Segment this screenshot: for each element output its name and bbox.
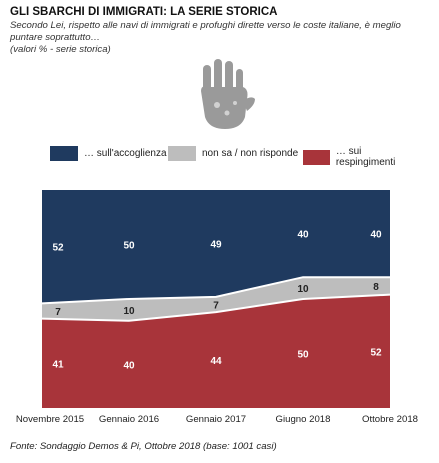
data-label: 49 bbox=[210, 239, 222, 250]
legend-swatch bbox=[50, 146, 78, 161]
data-label: 7 bbox=[55, 307, 61, 318]
data-label: 8 bbox=[373, 282, 379, 293]
chart-title: GLI SBARCHI DI IMMIGRATI: LA SERIE STORI… bbox=[10, 6, 278, 18]
chart-note: (valori % - serie storica) bbox=[10, 44, 111, 55]
data-label: 40 bbox=[370, 230, 382, 241]
legend-label: … sui respingimenti bbox=[335, 146, 396, 168]
data-label: 52 bbox=[52, 243, 64, 254]
legend-item-respingimenti: … sui respingimenti bbox=[303, 146, 420, 168]
hand-icon bbox=[201, 59, 255, 129]
data-label: 40 bbox=[123, 360, 135, 371]
data-label: 44 bbox=[210, 356, 222, 367]
series-boundary-line bbox=[41, 276, 390, 305]
x-tick-label: Gennaio 2017 bbox=[186, 414, 246, 425]
legend-item-accoglienza: … sull'accoglienza bbox=[50, 146, 167, 161]
legend-swatch bbox=[168, 146, 196, 161]
data-label: 7 bbox=[213, 300, 219, 311]
legend: … sull'accoglienza non sa / non risponde… bbox=[50, 146, 420, 168]
legend-label: … sull'accoglienza bbox=[84, 148, 167, 159]
x-tick-label: Gennaio 2016 bbox=[99, 414, 159, 425]
x-tick-label: Ottobre 2018 bbox=[362, 414, 418, 425]
source-note: Fonte: Sondaggio Demos & Pi, Ottobre 201… bbox=[10, 441, 277, 452]
legend-item-non-sa: non sa / non risponde bbox=[168, 146, 298, 161]
legend-swatch bbox=[303, 149, 330, 165]
data-label: 52 bbox=[370, 347, 382, 358]
x-tick-label: Giugno 2018 bbox=[276, 414, 331, 425]
area-non-sa bbox=[42, 277, 390, 321]
data-label: 41 bbox=[52, 359, 64, 370]
x-tick-label: Novembre 2015 bbox=[16, 414, 84, 425]
area-accoglienza bbox=[42, 190, 390, 304]
data-label: 50 bbox=[297, 350, 309, 361]
data-label: 10 bbox=[297, 284, 309, 295]
legend-label: non sa / non risponde bbox=[202, 148, 299, 159]
chart-subtitle: Secondo Lei, rispetto alle navi di immig… bbox=[10, 20, 401, 43]
data-label: 50 bbox=[123, 241, 135, 252]
data-label: 40 bbox=[297, 230, 309, 241]
series-boundary-line bbox=[41, 293, 391, 322]
area-respingimenti bbox=[42, 294, 390, 408]
data-label: 10 bbox=[123, 306, 135, 317]
